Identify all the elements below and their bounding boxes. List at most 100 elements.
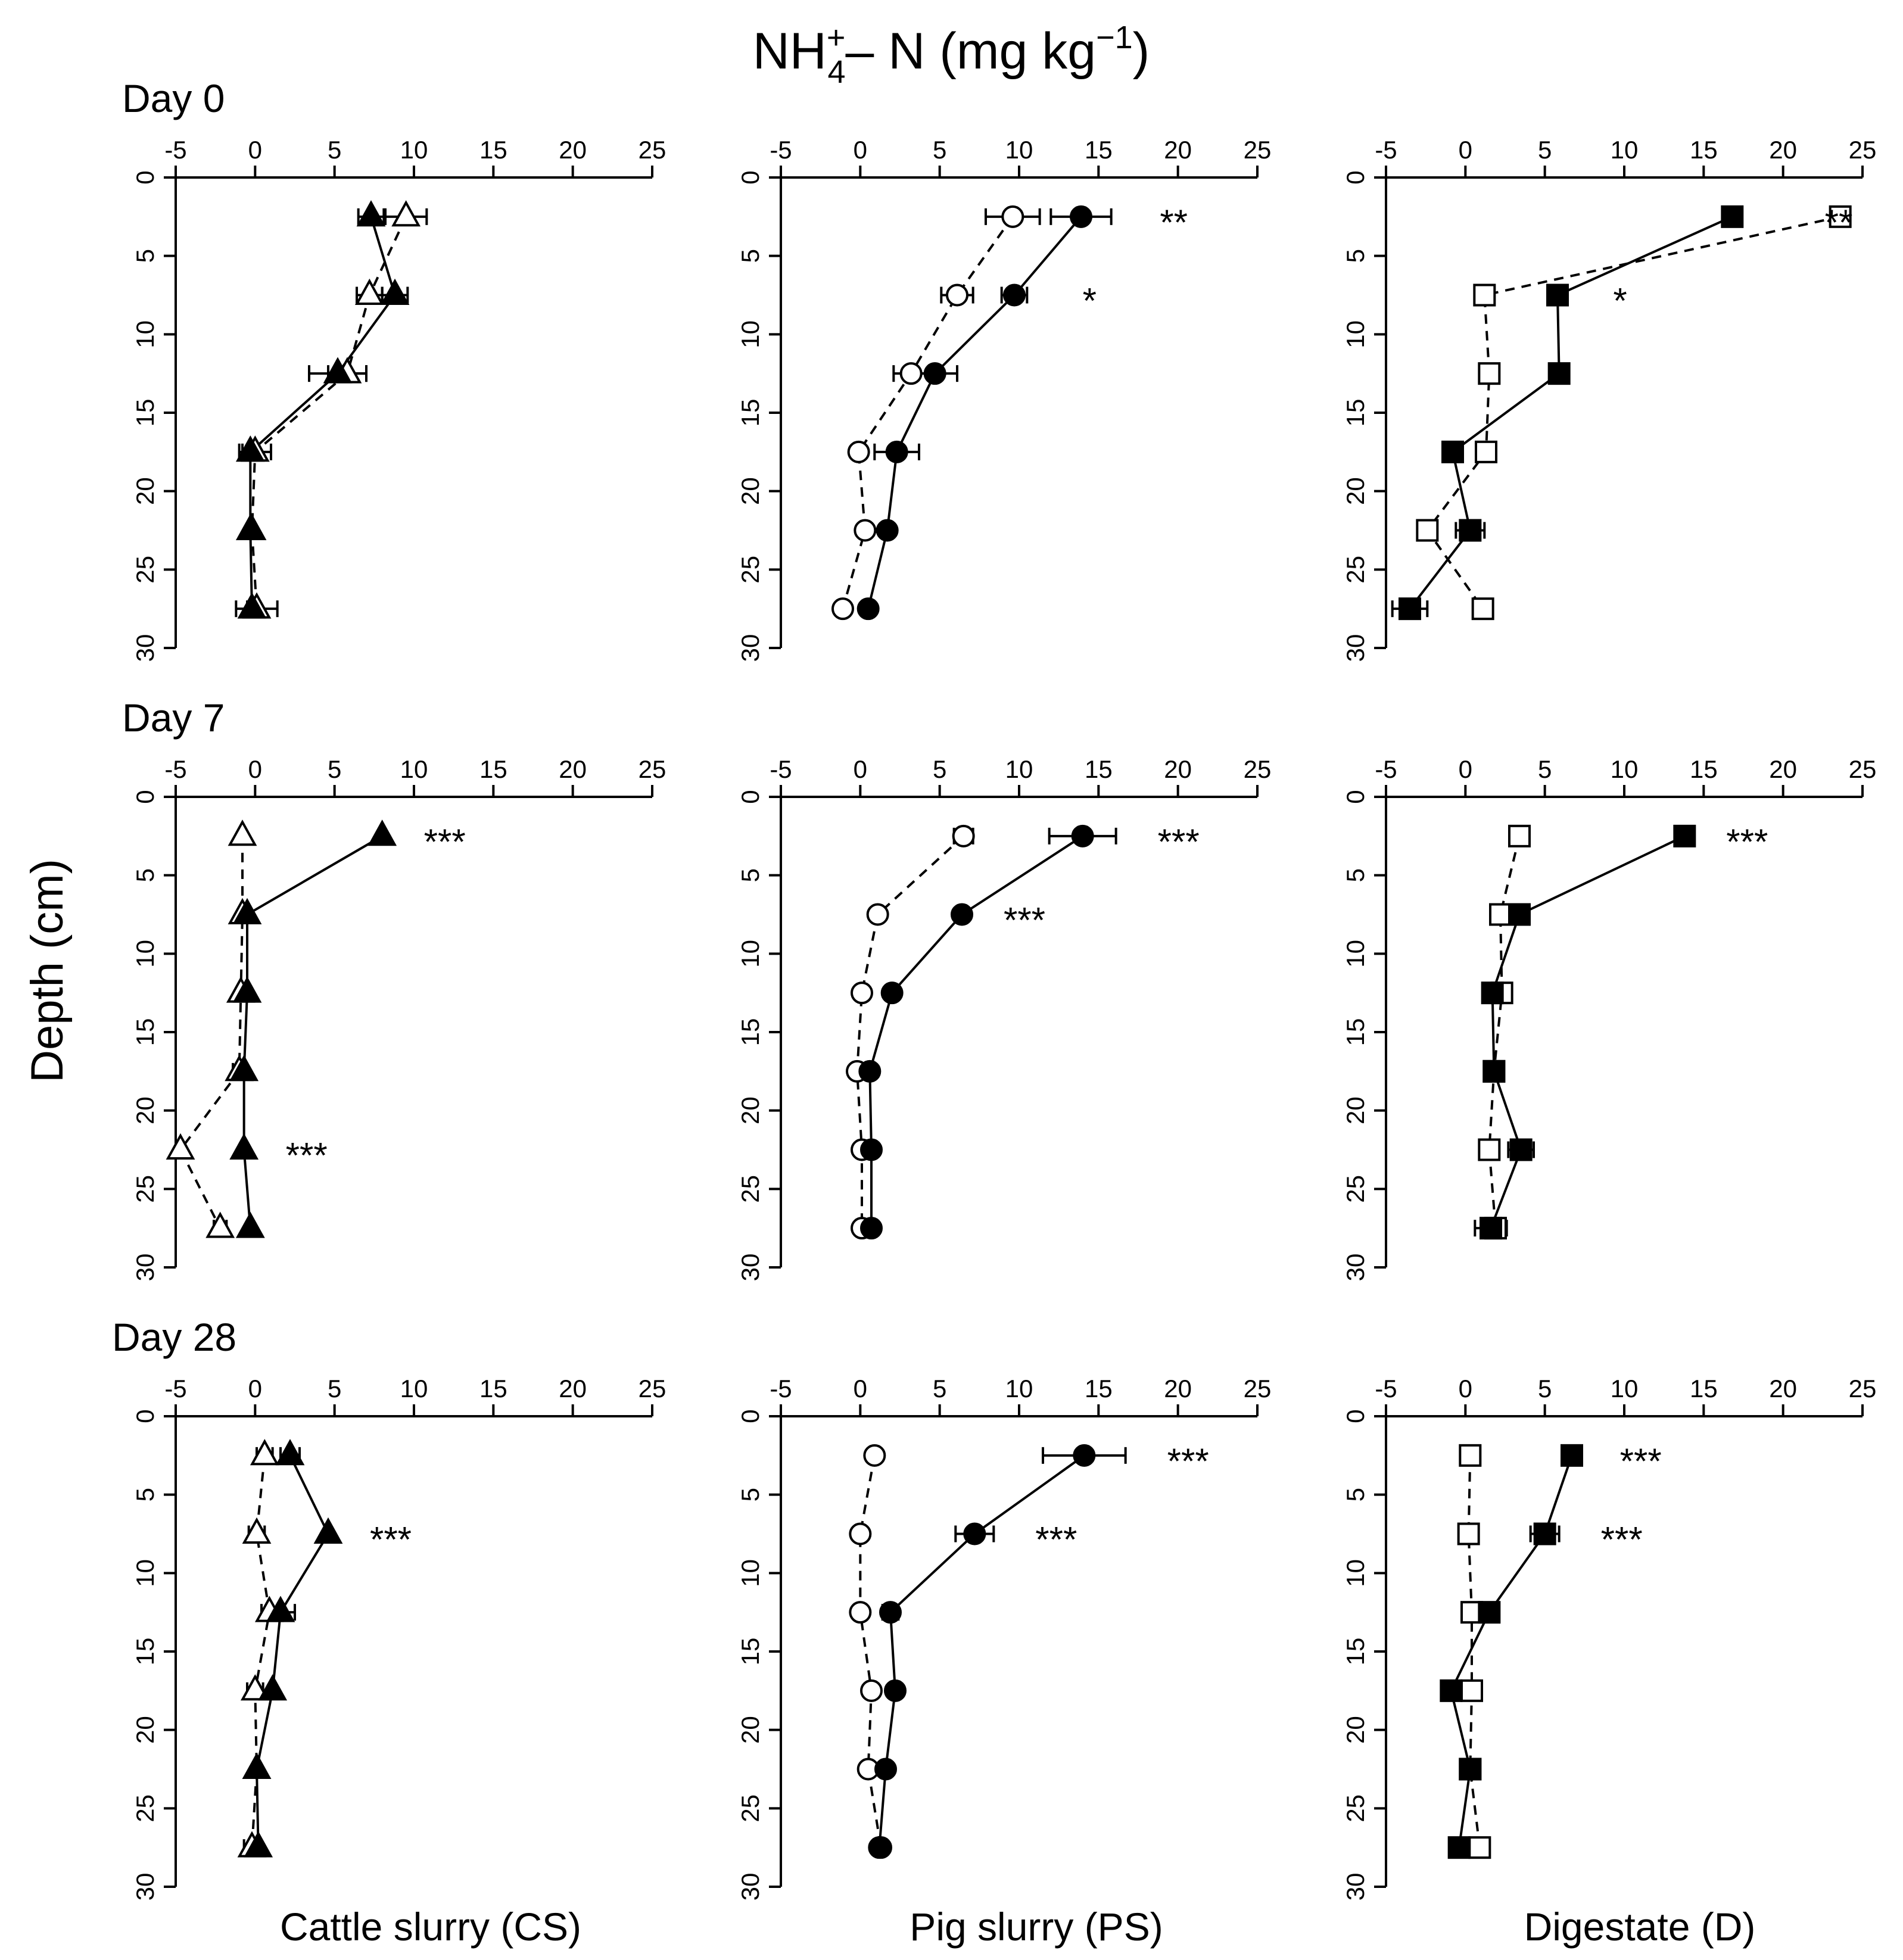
x-tick-label: 15 xyxy=(1690,136,1718,164)
x-tick-label: -5 xyxy=(164,136,186,164)
data-point-filled xyxy=(1447,1836,1471,1859)
x-tick-label: 20 xyxy=(559,1375,587,1403)
x-tick-label: 15 xyxy=(1085,755,1113,783)
significance-label: ** xyxy=(1160,202,1188,242)
y-tick-label: 15 xyxy=(131,1018,159,1046)
data-point-filled xyxy=(1561,1444,1583,1467)
data-point-filled xyxy=(860,1138,883,1161)
x-tick-label: 5 xyxy=(933,136,946,164)
x-tick-label: 20 xyxy=(1164,136,1192,164)
data-point-filled xyxy=(858,1060,882,1083)
panel-day7-ps: -5 0 5 10 15 20 25 0 5 10 15 20 25 30 *** *** xyxy=(736,755,1271,1281)
data-point-filled xyxy=(860,1217,883,1240)
x-tick-label: 5 xyxy=(933,1375,946,1403)
y-tick-label: 10 xyxy=(736,940,764,968)
y-tick-label: 0 xyxy=(736,1409,764,1423)
panel-day28-d: -5 0 5 10 15 20 25 0 5 10 15 20 25 30 *** *** xyxy=(1341,1375,1876,1900)
data-point-filled xyxy=(1478,1601,1501,1624)
y-tick-label: 20 xyxy=(1341,1716,1369,1744)
x-tick-label: -5 xyxy=(164,755,186,783)
y-axis-label: Depth (cm) xyxy=(22,859,73,1083)
x-tick-label: 0 xyxy=(248,136,262,164)
data-point-open xyxy=(240,1674,270,1701)
x-tick-label: 0 xyxy=(1459,755,1472,783)
significance-label: *** xyxy=(1726,822,1768,862)
x-tick-label: 10 xyxy=(400,136,428,164)
y-tick-label: 25 xyxy=(736,1175,764,1203)
y-tick-label: 0 xyxy=(1341,170,1369,184)
x-tick-label: 5 xyxy=(328,1375,341,1403)
data-point-filled xyxy=(235,1211,265,1238)
series-line-filled xyxy=(255,1454,330,1848)
x-tick-label: 15 xyxy=(1085,136,1113,164)
title-nh: NH xyxy=(753,23,827,80)
y-tick-label: 0 xyxy=(1341,790,1369,803)
y-tick-label: 10 xyxy=(1341,940,1369,968)
x-tick-label: 25 xyxy=(1849,136,1877,164)
y-tick-label: 30 xyxy=(131,1873,159,1901)
y-tick-label: 5 xyxy=(131,249,159,263)
data-point-filled xyxy=(1441,440,1464,463)
data-point-open xyxy=(860,1679,883,1702)
data-point-filled xyxy=(1071,824,1094,847)
data-point-open xyxy=(866,903,889,926)
x-tick-label: 20 xyxy=(1769,1375,1797,1403)
y-tick-label: 5 xyxy=(736,1488,764,1501)
data-point-open xyxy=(250,1439,279,1466)
y-tick-label: 25 xyxy=(1341,556,1369,584)
y-tick-label: 15 xyxy=(131,1638,159,1666)
y-tick-label: 30 xyxy=(1341,1873,1369,1901)
x-tick-label: 25 xyxy=(639,136,666,164)
data-point-filled xyxy=(1547,362,1571,385)
x-tick-label: 20 xyxy=(559,136,587,164)
data-point-filled xyxy=(237,592,267,619)
x-tick-label: -5 xyxy=(1375,1375,1397,1403)
data-point-open xyxy=(854,519,877,542)
data-point-filled xyxy=(1546,283,1569,307)
y-tick-label: 20 xyxy=(736,1096,764,1124)
y-tick-label: 0 xyxy=(131,790,159,803)
y-tick-label: 30 xyxy=(736,634,764,662)
x-tick-label: 5 xyxy=(1538,136,1552,164)
y-tick-label: 25 xyxy=(131,1794,159,1822)
data-point-open xyxy=(391,200,421,227)
x-tick-label: 10 xyxy=(1005,136,1033,164)
data-point-open xyxy=(1478,1138,1501,1161)
data-point-open xyxy=(166,1133,195,1160)
data-point-filled xyxy=(232,898,262,924)
y-tick-label: 10 xyxy=(736,1559,764,1587)
x-tick-label: 20 xyxy=(1769,755,1797,783)
x-tick-label: 10 xyxy=(1611,755,1639,783)
y-tick-label: 25 xyxy=(131,1175,159,1203)
y-tick-label: 30 xyxy=(736,1873,764,1901)
data-point-open xyxy=(851,981,873,1005)
data-point-filled xyxy=(923,362,946,385)
data-point-filled xyxy=(275,1439,305,1466)
y-tick-label: 0 xyxy=(736,170,764,184)
data-point-open xyxy=(847,440,870,463)
data-point-open xyxy=(1460,1679,1483,1702)
data-point-filled xyxy=(1459,1758,1482,1781)
y-tick-label: 30 xyxy=(131,634,159,662)
data-point-filled xyxy=(229,1055,259,1082)
series-line-filled xyxy=(249,216,397,609)
data-point-open xyxy=(205,1211,235,1238)
panel-day28-cs: -5 0 5 10 15 20 25 0 5 10 15 20 25 30 *** xyxy=(131,1375,666,1900)
data-point-filled xyxy=(235,513,265,540)
y-tick-label: 10 xyxy=(131,320,159,348)
x-tick-label: 25 xyxy=(1244,136,1272,164)
y-tick-label: 15 xyxy=(1341,1638,1369,1666)
series-line-open xyxy=(1425,215,1841,610)
y-tick-label: 30 xyxy=(736,1254,764,1282)
x-tick-label: 5 xyxy=(328,755,341,783)
figure-title: NH+ 4– N (mg kg−1) xyxy=(753,20,1150,90)
row-label-day7: Day 7 xyxy=(122,696,225,740)
data-point-open xyxy=(1001,205,1024,228)
y-tick-label: 5 xyxy=(1341,1488,1369,1501)
y-tick-label: 20 xyxy=(131,1096,159,1124)
x-tick-label: 5 xyxy=(1538,1375,1552,1403)
data-point-filled xyxy=(242,1752,272,1779)
y-tick-label: 20 xyxy=(1341,477,1369,505)
x-tick-label: 0 xyxy=(854,755,867,783)
